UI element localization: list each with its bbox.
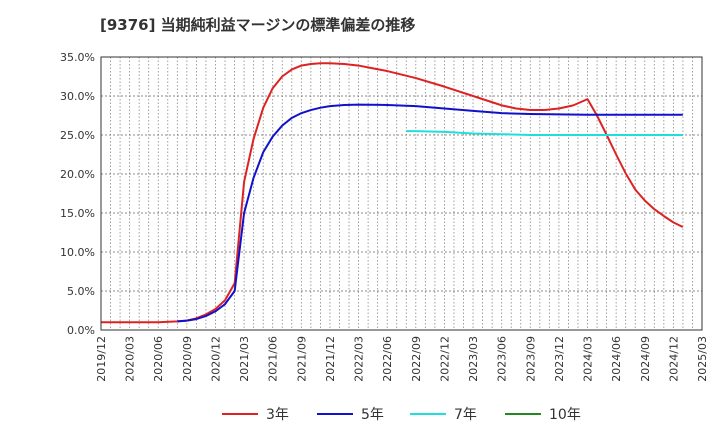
x-tick-label: 2019/12 [95,336,108,382]
x-tick-label: 2023/06 [496,336,509,382]
x-tick-label: 2021/06 [267,336,280,382]
x-tick-label: 2024/06 [610,336,623,382]
series-line-5年 [177,103,683,323]
series-line-3年 [101,62,684,324]
x-tick-label: 2022/09 [410,336,423,382]
plot-frame [100,56,703,331]
y-tick-label: 35.0% [60,51,95,64]
x-tick-label: 2024/03 [582,336,595,382]
y-axis-ticks: 0.0% 5.0% 10.0% 15.0% 20.0% 25.0% 30.0% 35.0% [60,51,95,337]
y-tick-label: 25.0% [60,129,95,142]
legend-label: 5年 [361,407,384,423]
x-tick-label: 2022/06 [381,336,394,382]
legend-label: 3年 [266,407,289,423]
x-tick-label: 2023/03 [467,336,480,382]
grid-lines [101,57,702,330]
legend-label: 7年 [454,407,477,423]
x-tick-label: 2025/03 [696,336,709,382]
x-tick-label: 2023/12 [553,336,566,382]
x-tick-label: 2020/06 [152,336,165,382]
x-tick-label: 2020/03 [124,336,137,382]
x-tick-label: 2021/03 [238,336,251,382]
x-tick-label: 2023/09 [524,336,537,382]
legend-label: 10年 [549,407,581,423]
y-tick-label: 15.0% [60,207,95,220]
series-lines [101,62,684,324]
x-tick-label: 2021/09 [295,336,308,382]
x-tick-label: 2022/03 [353,336,366,382]
y-tick-label: 30.0% [60,90,95,103]
y-tick-label: 10.0% [60,246,95,259]
series-line-7年 [406,130,683,136]
x-tick-label: 2020/12 [209,336,222,382]
x-tick-label: 2021/12 [324,336,337,382]
legend: 3年 5年 7年 10年 [222,407,581,423]
chart-title: [9376] 当期純利益マージンの標準偏差の推移 [100,16,416,34]
x-tick-label: 2024/12 [667,336,680,382]
y-tick-label: 20.0% [60,168,95,181]
y-tick-label: 0.0% [67,324,95,337]
y-tick-label: 5.0% [67,285,95,298]
x-tick-label: 2024/09 [639,336,652,382]
x-tick-label: 2022/12 [438,336,451,382]
x-axis-ticks: 2019/12 2020/03 2020/06 2020/09 2020/12 2021/… [95,336,709,382]
x-tick-label: 2020/09 [181,336,194,382]
